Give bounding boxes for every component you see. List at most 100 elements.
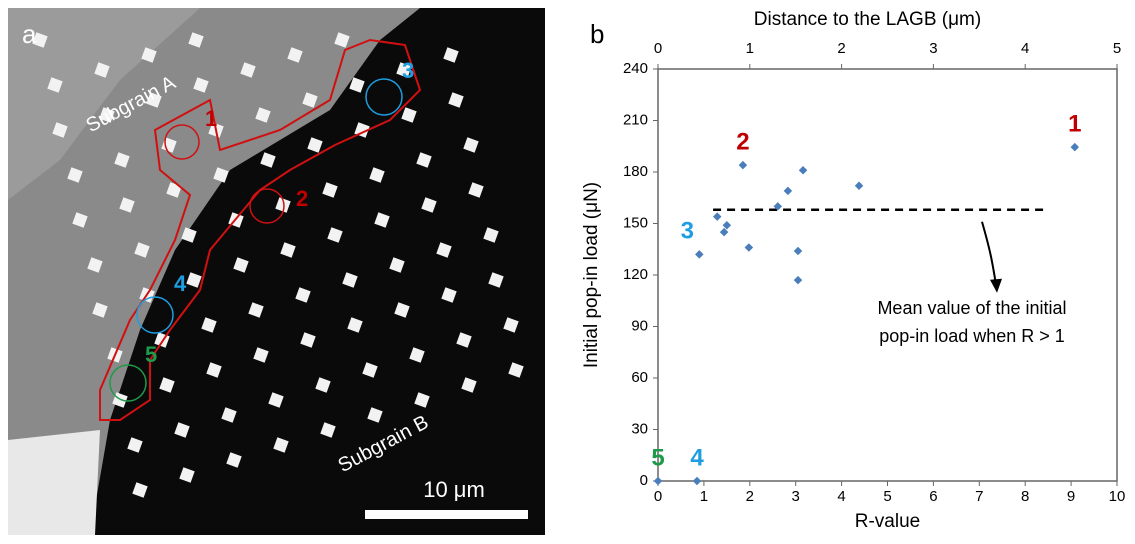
- indent: [315, 377, 331, 393]
- y-tick-label: 120: [623, 266, 648, 283]
- indent: [255, 107, 271, 123]
- indent: [99, 107, 115, 123]
- indents: [32, 32, 524, 498]
- indent: [179, 467, 195, 483]
- site-circle: [365, 78, 403, 116]
- indent: [322, 182, 338, 198]
- indent: [253, 347, 269, 363]
- indent: [443, 47, 459, 63]
- indent: [327, 227, 343, 243]
- indent: [221, 407, 237, 423]
- point-label: 5: [651, 444, 664, 471]
- bright-corner: [8, 430, 100, 535]
- indent: [503, 317, 519, 333]
- indent: [174, 422, 190, 438]
- x-tick-label: 1: [700, 488, 708, 505]
- y-tick-label: 210: [623, 111, 648, 128]
- indent: [456, 332, 472, 348]
- point: [695, 250, 704, 259]
- point: [793, 275, 803, 285]
- indent: [268, 392, 284, 408]
- point: [653, 476, 663, 486]
- site-circle: [109, 364, 147, 402]
- indent: [463, 137, 479, 153]
- panel-letter: b: [590, 19, 604, 49]
- x2-tick-label: 3: [929, 40, 937, 57]
- plot-frame: [657, 68, 1118, 482]
- y-tick-label: 240: [623, 60, 648, 77]
- indent: [52, 122, 68, 138]
- indent: [396, 62, 412, 78]
- point-label: 1: [1068, 110, 1081, 137]
- indent: [287, 47, 303, 63]
- indent: [508, 362, 524, 378]
- point: [854, 181, 864, 190]
- site-label: 3: [402, 58, 414, 83]
- indent: [334, 32, 350, 48]
- indent: [300, 332, 316, 348]
- y-tick-label: 90: [631, 317, 648, 334]
- indent: [389, 257, 405, 273]
- x-tick-label: 2: [746, 488, 754, 505]
- indent: [280, 242, 296, 258]
- arrow-head: [990, 278, 1002, 293]
- point: [744, 243, 754, 252]
- point: [738, 160, 748, 170]
- x-tick-label: 9: [1067, 488, 1075, 505]
- point-label: 4: [690, 444, 704, 471]
- point: [783, 186, 793, 196]
- indent: [414, 392, 430, 408]
- x2-tick-label: 5: [1113, 40, 1121, 57]
- indent: [32, 32, 48, 48]
- indent: [273, 437, 289, 453]
- scale-bar: [365, 510, 528, 519]
- indent: [132, 482, 148, 498]
- indent: [401, 107, 417, 123]
- indent: [94, 62, 110, 78]
- indent: [483, 227, 499, 243]
- indent: [67, 167, 83, 183]
- indent: [233, 257, 249, 273]
- subgrain-a-region: [8, 8, 420, 535]
- indent: [302, 92, 318, 108]
- indent: [193, 77, 209, 93]
- point: [712, 212, 722, 221]
- indent: [260, 152, 276, 168]
- annotation: Mean value of the initial: [877, 298, 1066, 318]
- indent: [92, 302, 108, 318]
- indent: [141, 47, 157, 63]
- y-tick-label: 0: [640, 472, 648, 489]
- indent: [72, 212, 88, 228]
- panel-letter: a: [22, 19, 37, 49]
- micrograph: a Subgrain A Subgrain B 10 μm 1 2 3 4 5: [8, 8, 545, 535]
- x-tick-label: 5: [883, 488, 891, 505]
- indent: [374, 212, 390, 228]
- indent: [416, 152, 432, 168]
- site-circle: [249, 188, 285, 224]
- site-label: 1: [205, 106, 217, 131]
- scale-bar-label: 10 μm: [423, 477, 485, 502]
- indent: [369, 167, 385, 183]
- x2-tick-label: 0: [654, 40, 662, 57]
- indent: [240, 62, 256, 78]
- x-tick-label: 4: [837, 488, 845, 505]
- indent: [146, 92, 162, 108]
- indent: [275, 197, 291, 213]
- annotation: pop-in load when R > 1: [879, 326, 1065, 346]
- x-tick-label: 3: [792, 488, 800, 505]
- indent: [119, 197, 135, 213]
- indent: [206, 362, 222, 378]
- indent: [295, 287, 311, 303]
- indent: [114, 152, 130, 168]
- site-circle: [136, 296, 174, 334]
- y-tick-label: 60: [631, 369, 648, 386]
- x-tick-label: 6: [929, 488, 937, 505]
- x2-tick-label: 2: [837, 40, 845, 57]
- indent: [47, 77, 63, 93]
- y-axis-title: Initial pop-in load (μN): [581, 182, 602, 368]
- indent: [347, 317, 363, 333]
- x2-tick-label: 4: [1021, 40, 1029, 57]
- indent: [248, 302, 264, 318]
- indent: [409, 347, 425, 363]
- annotation-arrow: [981, 221, 997, 285]
